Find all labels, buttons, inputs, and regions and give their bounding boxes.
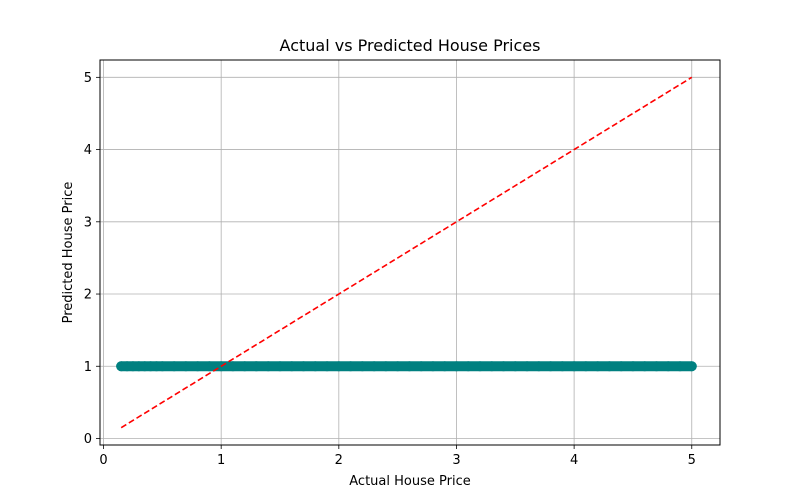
scatter-point xyxy=(522,361,533,372)
reference-line xyxy=(120,76,693,429)
scatter-point xyxy=(180,361,191,372)
scatter-point xyxy=(663,361,674,372)
scatter-point xyxy=(686,361,697,372)
scatter-point xyxy=(439,361,450,372)
scatter-point xyxy=(169,361,180,372)
scatter-point xyxy=(204,361,215,372)
scatter-point xyxy=(192,361,203,372)
y-tick-label: 0 xyxy=(84,432,92,447)
scatter-point xyxy=(616,361,627,372)
x-axis-label: Actual House Price xyxy=(349,474,470,489)
scatter-point xyxy=(333,361,344,372)
scatter-point xyxy=(263,361,274,372)
plot-frame xyxy=(99,59,721,446)
scatter-point xyxy=(639,361,650,372)
x-tick-label: 2 xyxy=(335,453,343,468)
x-tick-label: 1 xyxy=(217,453,225,468)
scatter-point xyxy=(322,361,333,372)
x-tick-label: 5 xyxy=(688,453,696,468)
scatter-point xyxy=(275,361,285,372)
scatter-point xyxy=(345,361,356,372)
y-tick-label: 4 xyxy=(84,143,92,158)
y-tick-label: 1 xyxy=(84,360,92,375)
scatter-point xyxy=(404,361,415,372)
scatter-point xyxy=(498,361,509,372)
scatter-point xyxy=(251,361,262,372)
scatter-point xyxy=(286,361,297,372)
y-tick-label: 5 xyxy=(84,71,92,86)
x-tick-label: 4 xyxy=(570,453,578,468)
scatter-point xyxy=(239,361,250,372)
y-axis-label: Predicted House Price xyxy=(61,182,76,324)
y-tick-label: 2 xyxy=(84,288,92,303)
scatter-point xyxy=(627,361,638,372)
scatter-point xyxy=(475,361,485,372)
scatter-point xyxy=(533,361,544,372)
scatter-point xyxy=(545,361,556,372)
scatter-point xyxy=(392,361,403,372)
scatter-point xyxy=(369,361,380,372)
scatter-point xyxy=(298,361,309,372)
scatter-point xyxy=(451,361,462,372)
scatter-point xyxy=(580,361,591,372)
scatter-point xyxy=(310,361,321,372)
scatter-point xyxy=(604,361,615,372)
tick-layer: 0 1 2 3 4 5 0 1 2 3 4 5 xyxy=(84,71,696,468)
scatter-point xyxy=(592,361,603,372)
x-tick-label: 3 xyxy=(452,453,460,468)
scatter-point xyxy=(416,361,427,372)
scatter-point xyxy=(675,361,685,372)
x-tick-label: 0 xyxy=(99,453,107,468)
scatter-point xyxy=(569,361,580,372)
scatter-point xyxy=(227,361,238,372)
scatter-point xyxy=(380,361,391,372)
scatter-point xyxy=(510,361,521,372)
scatter-point xyxy=(427,361,438,372)
scatter-point xyxy=(651,361,662,372)
scatter-point xyxy=(557,361,568,372)
y-tick-label: 3 xyxy=(84,215,92,230)
scatter-point xyxy=(463,361,474,372)
scatter-point xyxy=(157,361,168,372)
grid-layer xyxy=(100,60,720,445)
scatter-point xyxy=(357,361,368,372)
scatter-point xyxy=(486,361,497,372)
data-layer xyxy=(116,76,697,429)
chart-title: Actual vs Predicted House Prices xyxy=(280,36,541,55)
